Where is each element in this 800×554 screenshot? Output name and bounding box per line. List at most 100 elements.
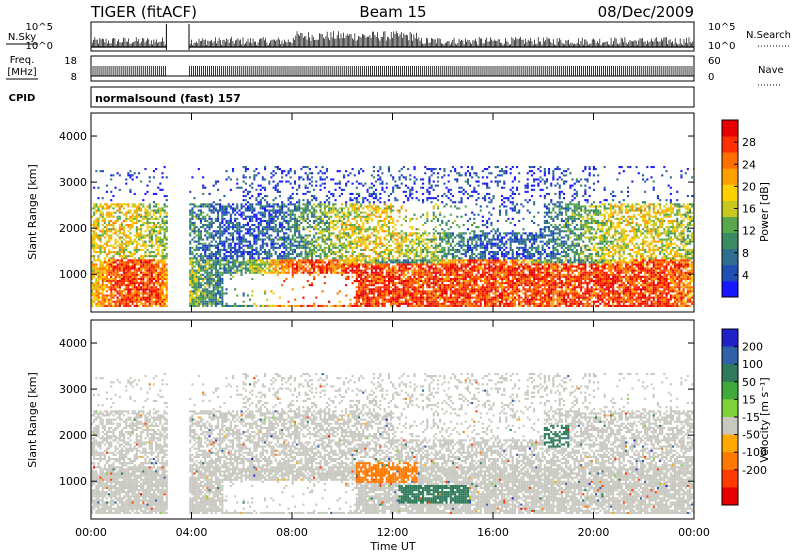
- power-cell: [214, 207, 217, 210]
- power-cell: [208, 253, 211, 256]
- power-cell: [105, 215, 108, 218]
- power-cell: [259, 271, 262, 274]
- power-cell: [272, 170, 275, 173]
- power-cell: [159, 282, 162, 285]
- power-cell: [276, 190, 279, 193]
- power-cell: [191, 253, 194, 256]
- power-cell: [417, 292, 420, 295]
- power-cell: [392, 300, 395, 303]
- power-cell: [413, 259, 416, 262]
- power-cell: [133, 172, 136, 175]
- power-cell: [197, 238, 200, 241]
- power-cell: [232, 240, 235, 243]
- power-cell: [123, 263, 126, 266]
- power-cell: [377, 224, 380, 227]
- power-cell: [330, 269, 333, 272]
- power-cell: [422, 182, 425, 185]
- power-cell: [283, 269, 286, 272]
- power-cell: [417, 255, 420, 258]
- power-cell: [202, 300, 205, 303]
- power-cell: [242, 238, 245, 241]
- power-cell: [411, 232, 414, 235]
- power-cell: [135, 275, 138, 278]
- power-cell: [150, 232, 153, 235]
- power-cell: [334, 199, 337, 202]
- power-cell: [95, 246, 98, 249]
- power-cell: [415, 292, 418, 295]
- power-cell: [142, 263, 145, 266]
- power-cell: [298, 186, 301, 189]
- power-cell: [404, 215, 407, 218]
- power-cell: [189, 302, 192, 305]
- power-cell: [392, 234, 395, 237]
- power-cell: [214, 259, 217, 262]
- power-cell: [123, 288, 126, 291]
- power-cell: [281, 236, 284, 239]
- power-cell: [375, 234, 378, 237]
- power-cell: [163, 248, 166, 251]
- power-cell: [264, 271, 267, 274]
- power-cell: [387, 230, 390, 233]
- power-cell: [191, 203, 194, 206]
- power-cell: [340, 246, 343, 249]
- power-cell: [407, 275, 410, 278]
- power-cell: [364, 282, 367, 285]
- power-cell: [330, 232, 333, 235]
- power-cell: [379, 302, 382, 305]
- power-cell: [103, 296, 106, 299]
- power-cell: [199, 255, 202, 258]
- power-cell: [270, 304, 273, 307]
- power-cell: [338, 195, 341, 198]
- power-cell: [338, 180, 341, 183]
- power-cell: [144, 284, 147, 287]
- power-cell: [293, 170, 296, 173]
- power-cell: [103, 302, 106, 305]
- power-cell: [150, 275, 153, 278]
- power-cell: [298, 232, 301, 235]
- power-cell: [387, 168, 390, 171]
- power-cell: [349, 244, 352, 247]
- power-cell: [306, 269, 309, 272]
- power-cell: [417, 300, 420, 303]
- power-cell: [385, 257, 388, 260]
- power-cell: [379, 242, 382, 245]
- power-cell: [281, 271, 284, 274]
- power-cell: [232, 259, 235, 262]
- power-cell: [257, 195, 260, 198]
- power-cell: [278, 261, 281, 264]
- power-cell: [199, 300, 202, 303]
- power-cell: [206, 213, 209, 216]
- power-cell: [323, 172, 326, 175]
- power-cell: [409, 226, 412, 229]
- power-cell: [394, 298, 397, 301]
- power-cell: [276, 304, 279, 307]
- power-cell: [387, 271, 390, 274]
- power-cell: [372, 184, 375, 187]
- power-cell: [253, 302, 256, 305]
- power-cell: [146, 286, 149, 289]
- power-cell: [249, 176, 252, 179]
- power-cell: [349, 304, 352, 307]
- power-cell: [291, 248, 294, 251]
- power-cell: [93, 286, 96, 289]
- power-cell: [159, 209, 162, 212]
- power-cell: [306, 251, 309, 254]
- power-cell: [227, 226, 230, 229]
- power-cell: [161, 284, 164, 287]
- power-cell: [372, 228, 375, 231]
- power-cell: [251, 228, 254, 231]
- power-cell: [415, 294, 418, 297]
- power-cell: [221, 234, 224, 237]
- power-cell: [140, 269, 143, 272]
- power-cell: [91, 300, 94, 303]
- power-cell: [199, 205, 202, 208]
- power-cell: [152, 232, 155, 235]
- power-cell: [110, 228, 113, 231]
- power-cell: [283, 217, 286, 220]
- power-cell: [148, 236, 151, 239]
- power-cell: [364, 269, 367, 272]
- power-cell: [135, 296, 138, 299]
- power-cell: [91, 275, 94, 278]
- power-cell: [353, 261, 356, 264]
- power-cell: [392, 284, 395, 287]
